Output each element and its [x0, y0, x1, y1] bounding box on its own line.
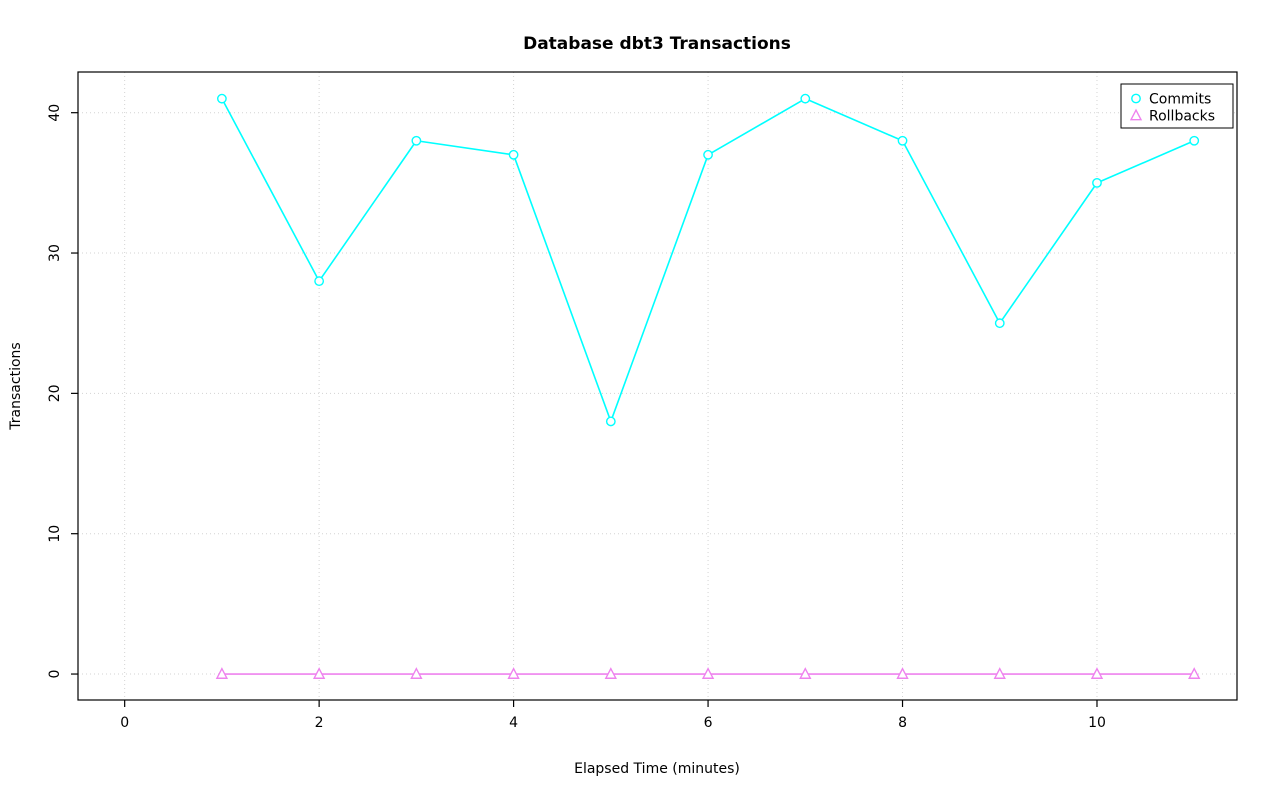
y-tick-label: 40	[47, 104, 63, 122]
legend-box	[1120, 83, 1234, 129]
rollbacks-marker	[1090, 667, 1104, 679]
legend-label-rollbacks: Rollbacks	[1149, 109, 1215, 125]
commits-marker	[703, 149, 713, 160]
commits-marker	[411, 135, 422, 146]
rollbacks-marker	[1188, 667, 1201, 679]
rollbacks-marker	[993, 667, 1006, 679]
commits-marker	[800, 93, 811, 104]
y-tick-label: 10	[47, 525, 63, 543]
commits-marker	[605, 416, 616, 427]
commits-marker	[508, 149, 519, 160]
rollbacks-marker	[896, 667, 909, 679]
rollbacks-marker	[410, 667, 423, 679]
commits-marker	[1092, 177, 1102, 188]
y-tick-label: 20	[47, 384, 63, 402]
commits-marker	[994, 318, 1005, 329]
rollbacks-marker	[215, 667, 229, 679]
rollbacks-marker	[312, 667, 326, 679]
rollbacks-marker	[799, 667, 812, 679]
y-tick-label: 30	[47, 244, 63, 262]
rollbacks-marker	[701, 667, 715, 679]
commits-marker	[1189, 135, 1200, 146]
legend-rollbacks-marker	[1129, 108, 1143, 121]
x-tick-label: 6	[704, 715, 713, 731]
legend-commits-marker	[1131, 93, 1141, 104]
legend-label-commits: Commits	[1149, 92, 1211, 108]
commits-marker	[217, 93, 227, 104]
commits-marker	[897, 135, 908, 146]
commits-marker	[314, 276, 325, 286]
x-tick-label: 4	[509, 715, 518, 731]
x-axis-label: Elapsed Time (minutes)	[574, 761, 740, 777]
rollbacks-marker	[604, 667, 617, 679]
x-tick-label: 0	[120, 715, 129, 731]
x-tick-label: 8	[898, 715, 907, 731]
x-tick-label: 10	[1088, 715, 1106, 731]
rollbacks-marker	[507, 667, 520, 679]
plot-box	[77, 71, 1238, 701]
y-tick-label: 0	[47, 670, 63, 679]
chart-title: Database dbt3 Transactions	[523, 34, 791, 54]
y-axis-label: Transactions	[8, 342, 24, 430]
x-tick-label: 2	[315, 715, 324, 731]
